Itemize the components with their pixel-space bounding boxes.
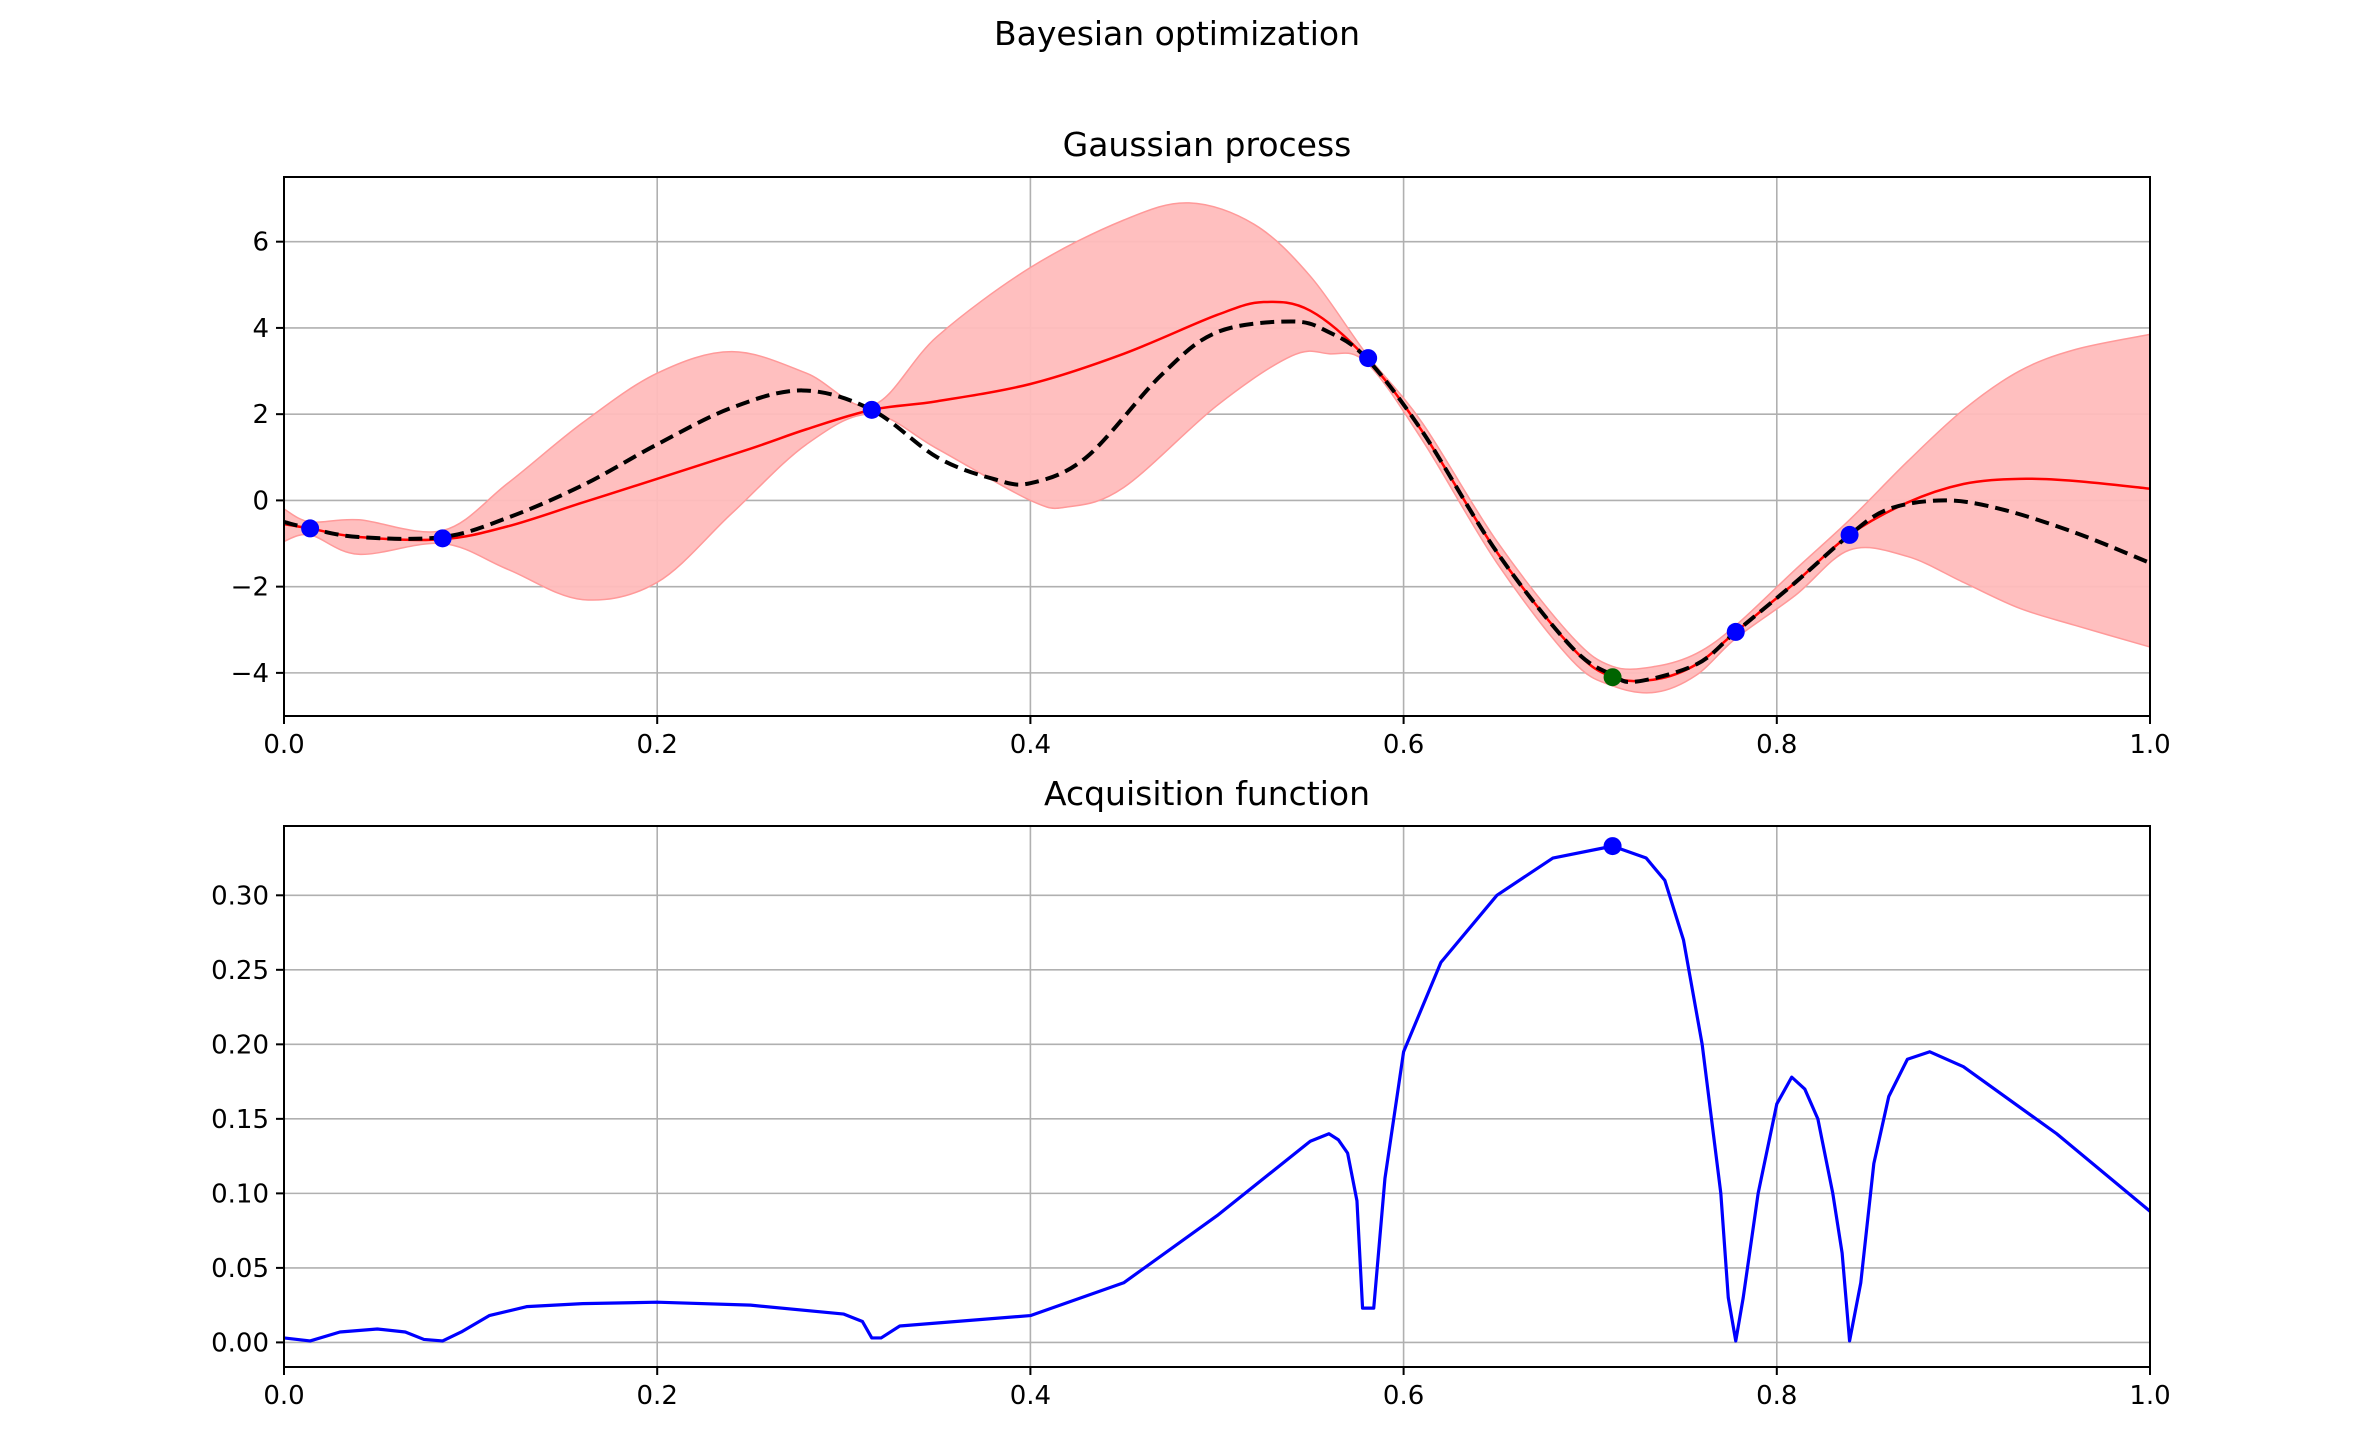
gp-plot-area <box>284 202 2150 694</box>
gp-xtick-label: 0.6 <box>1383 730 1424 760</box>
acquisition-xtick-label: 0.4 <box>1010 1381 1051 1411</box>
acquisition-xtick-label: 0.6 <box>1383 1381 1424 1411</box>
gp-xtick-label: 0.0 <box>263 730 304 760</box>
gp-ytick-label: 6 <box>252 228 269 258</box>
acquisition-ytick-label: 0.25 <box>211 956 269 986</box>
gp-observation-point <box>301 519 320 538</box>
gp-confidence-band <box>284 202 2150 694</box>
acquisition-xtick-label: 0.0 <box>263 1381 304 1411</box>
gp-observation-point <box>862 400 881 419</box>
acquisition-frame <box>283 825 2151 1368</box>
gp-mean-line <box>284 300 2150 683</box>
gp-xtick-label: 0.2 <box>637 730 678 760</box>
gp-xtick-label: 0.4 <box>1010 730 1051 760</box>
gp-ytick-label: 0 <box>252 486 269 516</box>
gp-ytick-label: −2 <box>231 573 269 603</box>
acquisition-title: Acquisition function <box>1044 774 1370 813</box>
acquisition-line <box>283 844 2152 1343</box>
acquisition-ticks: 0.0 0.2 0.4 0.6 0.8 1.0 0.00 0.05 0.10 0.15 0.20 0.… <box>211 881 2171 1411</box>
acquisition-grid <box>283 826 2151 1367</box>
gp-ytick-label: 4 <box>252 314 269 344</box>
gp-xtick-label: 0.8 <box>1756 730 1797 760</box>
acquisition-ytick-label: 0.30 <box>211 881 269 911</box>
acquisition-axes: Acquisition function 0.0 0.2 0.4 0.6 0.8 1.00… <box>211 774 2171 1411</box>
gp-ytick-label: −4 <box>231 659 269 689</box>
acquisition-xtick-label: 0.2 <box>637 1381 678 1411</box>
gp-title: Gaussian process <box>1063 125 1352 164</box>
acquisition-xtick-label: 1.0 <box>2129 1381 2170 1411</box>
acquisition-ytick-label: 0.05 <box>211 1254 269 1284</box>
gp-observation-point <box>1840 525 1859 544</box>
gp-xtick-label: 1.0 <box>2129 730 2170 760</box>
acquisition-max-point <box>1603 837 1622 856</box>
acquisition-ytick-label: 0.20 <box>211 1030 269 1060</box>
gp-best-observation-point <box>1603 668 1622 687</box>
acquisition-ytick-label: 0.10 <box>211 1179 269 1209</box>
figure-suptitle: Bayesian optimization <box>994 14 1360 53</box>
gp-frame <box>283 176 2151 717</box>
gp-observation-point <box>433 529 452 548</box>
acquisition-xtick-label: 0.8 <box>1756 1381 1797 1411</box>
gp-ytick-label: 2 <box>252 400 269 430</box>
gp-axes: Gaussian process 0.0 0.2 0.4 0.6 0.8 1.0−4−20… <box>231 125 2171 760</box>
gp-ticks: 0.0 0.2 0.4 0.6 0.8 1.0 −4 −2 0 2 4 6 <box>231 228 2171 760</box>
gp-observation-point <box>1726 622 1745 641</box>
acquisition-ytick-label: 0.15 <box>211 1105 269 1135</box>
acquisition-plot-area <box>283 837 2152 1343</box>
acquisition-ytick-label: 0.00 <box>211 1328 269 1358</box>
gp-true-function-line <box>284 319 2150 685</box>
gp-observation-point <box>1359 349 1378 368</box>
